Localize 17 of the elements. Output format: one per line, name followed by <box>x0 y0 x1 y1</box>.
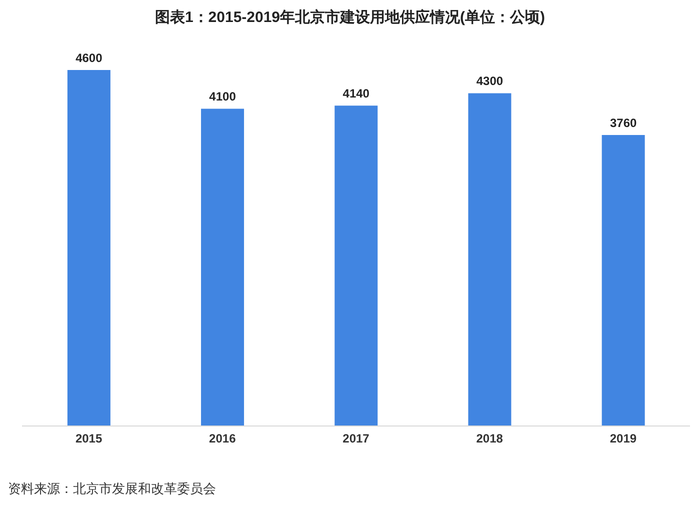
data-label: 4600 <box>76 51 103 65</box>
x-tick-label: 2019 <box>610 432 637 446</box>
x-tick-label: 2015 <box>75 432 102 446</box>
bar <box>67 70 110 426</box>
bar <box>468 93 512 426</box>
text: 资料来源：北京市发展和改革委员会 <box>8 480 216 498</box>
data-label: 4140 <box>342 86 370 101</box>
bar <box>602 135 645 426</box>
chart-title: 图表1：2015-2019年北京市建设用地供应情况(单位：公顷) <box>154 8 546 27</box>
data-label: 3760 <box>610 116 637 130</box>
bar <box>201 108 244 426</box>
data-label: 4300 <box>476 74 504 88</box>
x-tick-label: 2016 <box>209 432 236 446</box>
data-label: 4100 <box>209 90 236 104</box>
x-tick-label: 2017 <box>342 432 370 446</box>
x-tick-label: 2018 <box>476 432 504 446</box>
bar <box>334 106 378 426</box>
